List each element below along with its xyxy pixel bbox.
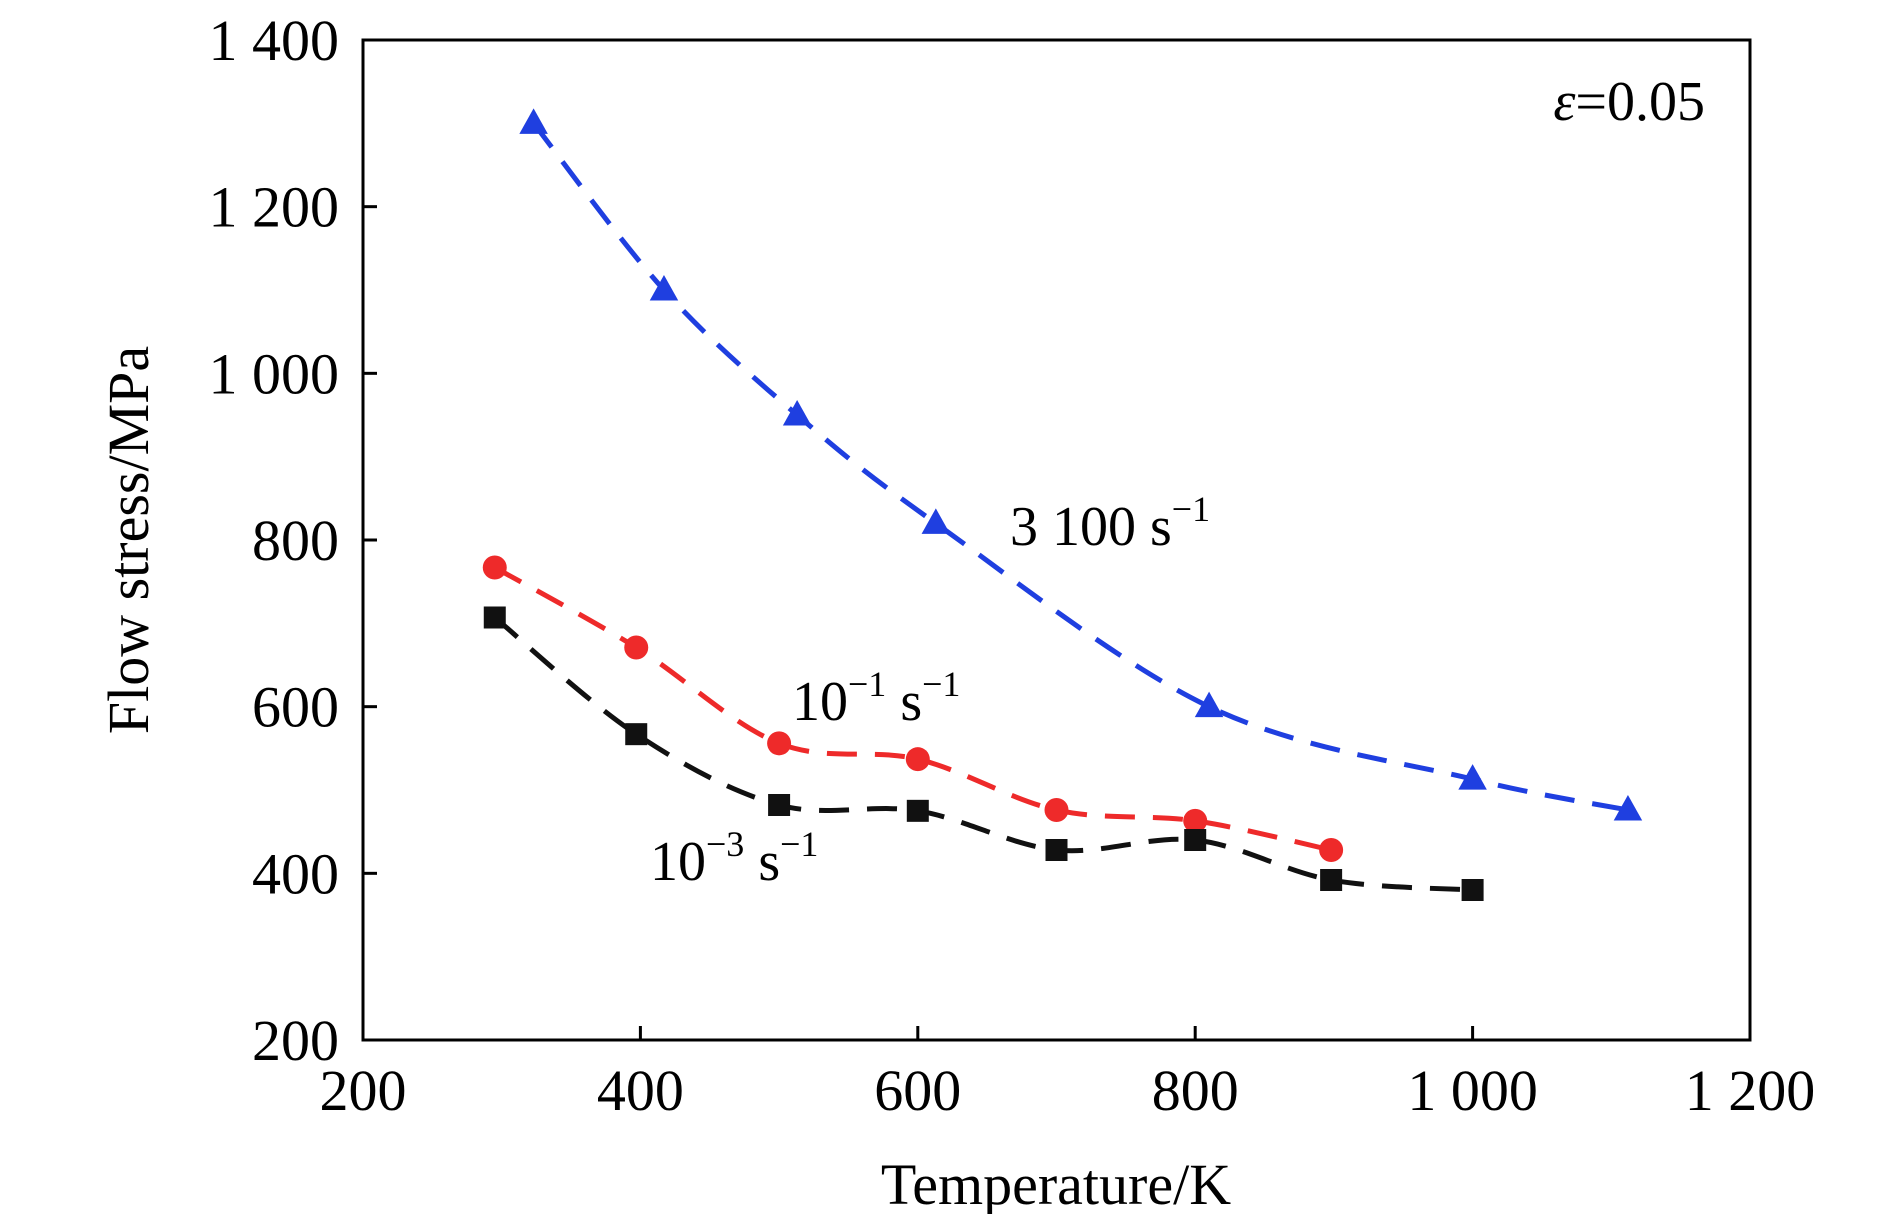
y-tick-label: 400 xyxy=(252,841,339,906)
data-point-circle xyxy=(767,731,792,756)
x-tick-label: 200 xyxy=(320,1058,407,1123)
series-label-1e-1: 10−1 s−1 xyxy=(792,664,960,733)
y-tick-label: 200 xyxy=(252,1008,339,1073)
data-point-circle xyxy=(1044,798,1069,822)
data-point-triangle xyxy=(1613,795,1643,821)
y-tick-label: 1 400 xyxy=(209,8,340,73)
data-point-square xyxy=(1045,839,1068,861)
axis-ticks: 200 400 600 800 1 000 1 200 200 400 600 800 1 000 1… xyxy=(209,8,1816,1123)
data-point-triangle xyxy=(921,508,951,534)
data-point-square xyxy=(625,723,648,746)
y-tick-label: 600 xyxy=(252,675,339,740)
data-point-square xyxy=(768,794,791,816)
y-tick-label: 1 200 xyxy=(209,175,340,240)
data-point-circle xyxy=(1319,838,1344,862)
data-point-triangle xyxy=(649,275,679,301)
data-point-square xyxy=(1184,829,1207,851)
x-tick-label: 1 200 xyxy=(1685,1058,1816,1123)
strain-annotation: ε=0.05 xyxy=(1553,71,1705,133)
data-point-circle xyxy=(624,635,649,660)
data-point-square xyxy=(906,799,929,822)
x-axis-title: Temperature/K xyxy=(881,1152,1231,1214)
x-tick-label: 800 xyxy=(1152,1058,1239,1123)
data-point-triangle xyxy=(782,400,812,426)
x-tick-label: 400 xyxy=(597,1058,684,1123)
x-tick-label: 600 xyxy=(874,1058,961,1123)
data-point-circle xyxy=(1183,808,1208,833)
data-point-square xyxy=(1320,869,1343,891)
x-tick-label: 1 000 xyxy=(1407,1058,1538,1123)
y-axis-title: Flow stress/MPa xyxy=(96,346,161,734)
series-markers xyxy=(482,108,1643,901)
data-point-circle xyxy=(482,555,507,580)
series-label-3100: 3 100 s−1 xyxy=(1010,489,1210,558)
data-point-triangle xyxy=(1458,764,1487,790)
data-point-square xyxy=(483,606,506,629)
series-line-2 xyxy=(493,615,1473,893)
data-point-triangle xyxy=(519,108,548,134)
data-point-square xyxy=(1461,879,1484,901)
data-point-triangle xyxy=(1194,691,1224,718)
y-tick-label: 1 000 xyxy=(209,341,340,406)
data-point-circle xyxy=(905,747,930,772)
series-line-0 xyxy=(531,121,1629,813)
series-label-1e-3: 10−3 s−1 xyxy=(650,824,818,893)
y-tick-label: 800 xyxy=(252,508,339,573)
